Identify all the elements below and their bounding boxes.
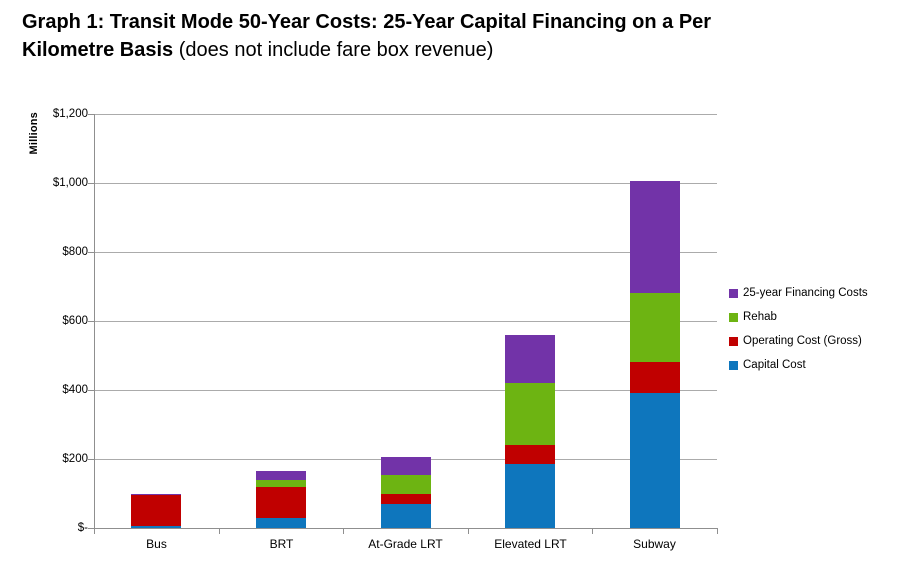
x-axis-tick <box>94 528 95 534</box>
chart-title-line1: Graph 1: Transit Mode 50-Year Costs: 25-… <box>22 11 712 33</box>
bar-segment-25-year-financing-costs <box>505 334 555 384</box>
legend-swatch-rehab <box>729 312 738 322</box>
y-tick-label: $600 <box>62 315 88 327</box>
legend-item-25-year-financing-costs: 25-year Financing Costs <box>729 287 868 299</box>
gridline <box>94 114 717 115</box>
y-tick-label: $1,000 <box>52 177 88 189</box>
bar-segment-operating-cost-gross <box>630 362 680 394</box>
bar-segment-rehab <box>630 293 680 363</box>
y-axis-tick <box>88 183 94 184</box>
x-category-label-brt: BRT <box>269 537 294 551</box>
gridline <box>94 183 717 184</box>
bar-segment-25-year-financing-costs <box>131 493 181 496</box>
x-category-label-at-grade-lrt: At-Grade LRT <box>368 537 443 551</box>
bar-brt <box>256 114 306 528</box>
bar-segment-operating-cost-gross <box>381 493 431 504</box>
bar-at-grade-lrt <box>381 114 431 528</box>
bar-segment-capital-cost <box>256 517 306 528</box>
x-axis-tick <box>343 528 344 534</box>
x-category-label-subway: Subway <box>633 537 676 551</box>
bar-segment-rehab <box>505 383 555 446</box>
y-axis-line <box>94 114 95 534</box>
gridline <box>94 252 717 253</box>
gridline <box>94 390 717 391</box>
x-axis-tick <box>468 528 469 534</box>
y-axis-tick <box>88 459 94 460</box>
y-tick-label: $200 <box>62 453 88 465</box>
legend-label: Rehab <box>743 311 777 323</box>
bar-segment-capital-cost <box>505 464 555 528</box>
bar-segment-capital-cost <box>131 526 181 528</box>
x-axis-tick <box>592 528 593 534</box>
chart-title-line2-bold: Kilometre Basis <box>22 39 174 61</box>
bar-elevated-lrt <box>505 114 555 528</box>
y-axis-tick <box>88 114 94 115</box>
bar-segment-operating-cost-gross <box>256 486 306 518</box>
bar-segment-operating-cost-gross <box>505 445 555 465</box>
chart-title: Graph 1: Transit Mode 50-Year Costs: 25-… <box>22 8 882 64</box>
x-axis-tick <box>219 528 220 534</box>
legend-label: 25-year Financing Costs <box>743 287 868 299</box>
x-category-label-bus: Bus <box>146 537 167 551</box>
legend-label: Operating Cost (Gross) <box>743 335 862 347</box>
legend-swatch-capital-cost <box>729 360 738 370</box>
legend: 25-year Financing Costs Rehab Operating Co… <box>729 287 868 383</box>
bar-bus <box>131 114 181 528</box>
legend-item-rehab: Rehab <box>729 311 868 323</box>
gridline <box>94 321 717 322</box>
chart-title-subtitle: (does not include fare box revenue) <box>178 39 494 61</box>
bar-segment-25-year-financing-costs <box>256 471 306 480</box>
y-tick-label: $400 <box>62 384 88 396</box>
legend-swatch-operating-cost-gross <box>729 336 738 346</box>
y-axis-tick <box>88 321 94 322</box>
bar-segment-rehab <box>381 474 431 494</box>
bar-segment-25-year-financing-costs <box>381 457 431 475</box>
bar-subway <box>630 114 680 528</box>
y-tick-label: $800 <box>62 246 88 258</box>
bar-segment-rehab <box>256 479 306 487</box>
legend-item-capital-cost: Capital Cost <box>729 359 868 371</box>
y-tick-label: $1,200 <box>52 108 88 120</box>
x-category-label-elevated-lrt: Elevated LRT <box>494 537 567 551</box>
bar-segment-operating-cost-gross <box>131 495 181 527</box>
y-tick-label: $- <box>77 522 88 534</box>
bar-segment-capital-cost <box>381 503 431 528</box>
y-axis-tick <box>88 390 94 391</box>
x-axis-line <box>94 528 718 529</box>
y-axis-tick <box>88 252 94 253</box>
bar-segment-capital-cost <box>630 393 680 528</box>
legend-swatch-25-year-financing-costs <box>729 288 738 298</box>
legend-item-operating-cost-gross: Operating Cost (Gross) <box>729 335 868 347</box>
legend-label: Capital Cost <box>743 359 806 371</box>
x-axis-tick <box>717 528 718 534</box>
y-axis-tick <box>88 528 94 529</box>
bar-segment-25-year-financing-costs <box>630 181 680 294</box>
